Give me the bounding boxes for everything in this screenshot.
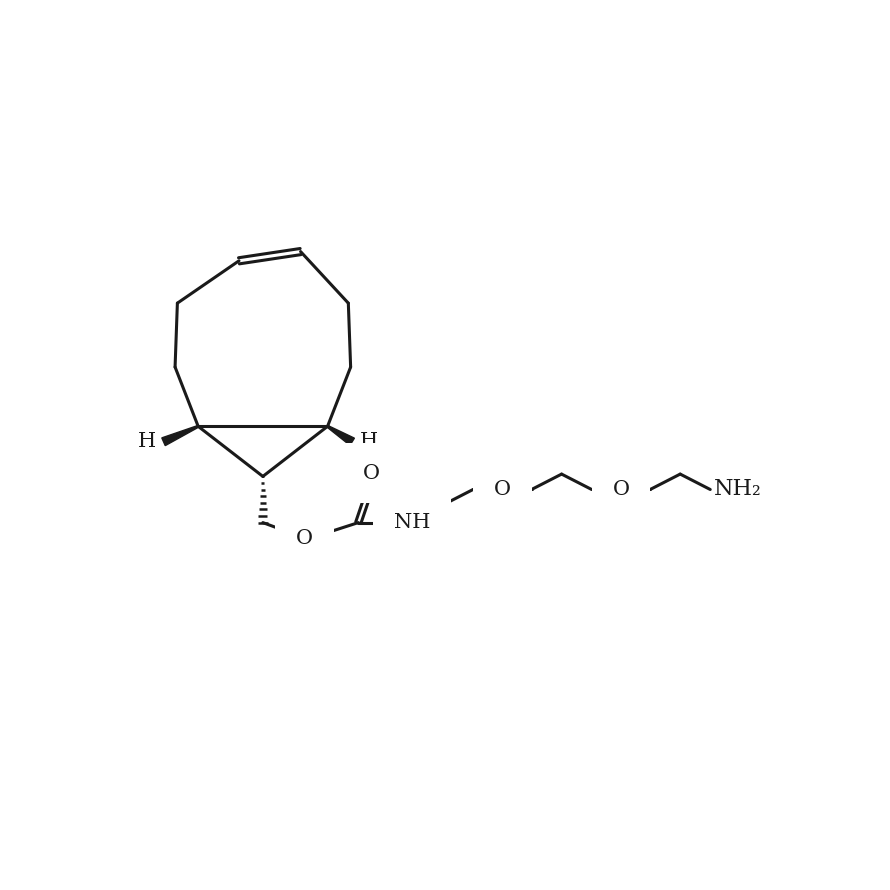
- Text: O: O: [612, 480, 629, 499]
- Text: NH: NH: [394, 514, 431, 532]
- Text: O: O: [296, 529, 313, 547]
- Polygon shape: [162, 425, 198, 446]
- Text: O: O: [363, 464, 380, 482]
- Text: H: H: [138, 433, 156, 451]
- Text: NH₂: NH₂: [714, 479, 762, 500]
- Text: H: H: [360, 433, 378, 451]
- Text: O: O: [494, 480, 511, 499]
- Polygon shape: [327, 425, 354, 445]
